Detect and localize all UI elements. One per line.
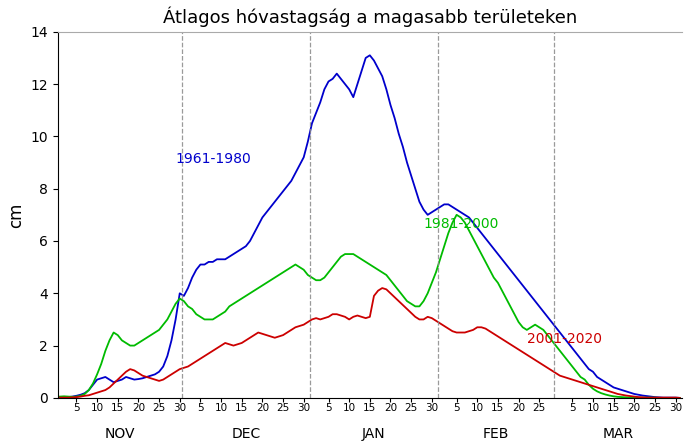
Text: 1981-2000: 1981-2000 [424,217,499,231]
Title: Átlagos hóvastagság a magasabb területeken: Átlagos hóvastagság a magasabb területek… [163,7,577,27]
Text: 2001-2020: 2001-2020 [527,332,602,346]
Text: 1961-1980: 1961-1980 [176,151,251,165]
Y-axis label: cm: cm [7,202,25,228]
